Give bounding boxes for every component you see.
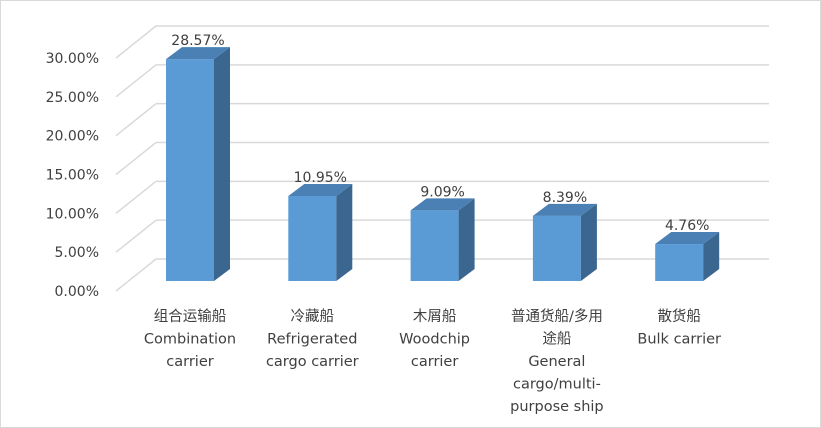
gridline-diagonal — [115, 180, 157, 214]
bar-front — [166, 59, 214, 281]
bar-front — [288, 195, 337, 281]
y-tick-label: 0.00% — [55, 284, 99, 300]
gridline-diagonal — [115, 219, 157, 253]
bar-top — [288, 183, 353, 196]
gridline-diagonal — [115, 103, 157, 137]
data-label: 28.57% — [171, 33, 224, 49]
bar-side — [214, 47, 230, 281]
bar-side — [580, 203, 597, 281]
x-category-label: cargo/multi- — [513, 377, 601, 393]
data-label: 8.39% — [543, 190, 587, 206]
x-category-label: cargo carrier — [266, 354, 359, 370]
bar-top — [655, 232, 720, 245]
data-label: 4.76% — [665, 218, 709, 234]
bar-front — [655, 244, 704, 281]
y-tick-label: 10.00% — [46, 206, 99, 222]
x-category-label: carrier — [411, 354, 458, 370]
x-category-label: 冷藏船 — [291, 308, 335, 325]
x-category-label: General — [528, 354, 585, 370]
y-tick-label: 15.00% — [46, 168, 99, 184]
bar-side — [336, 183, 353, 281]
bar-top — [410, 198, 475, 211]
bar-side — [703, 232, 720, 281]
x-category-label: Bulk carrier — [637, 332, 721, 348]
bar-front — [532, 215, 581, 281]
bar-side — [458, 198, 475, 281]
x-category-label: 散货船 — [657, 308, 701, 325]
gridline-diagonal — [115, 64, 157, 98]
y-tick-label: 30.00% — [46, 51, 99, 67]
x-category-label: purpose ship — [510, 399, 604, 415]
gridline-diagonal — [115, 141, 157, 176]
y-tick-label: 20.00% — [46, 129, 99, 145]
bar-top — [166, 47, 230, 60]
bar-front — [410, 210, 459, 281]
data-label: 9.09% — [420, 184, 464, 200]
x-category-label: Woodchip — [399, 332, 470, 348]
x-category-label: Refrigerated — [267, 332, 357, 348]
x-category-label: 木屑船 — [413, 308, 457, 325]
x-category-label: 途船 — [542, 331, 571, 348]
bar-top — [532, 203, 597, 216]
data-label: 10.95% — [294, 170, 347, 186]
x-category-label: 组合运输船 — [154, 308, 227, 325]
gridline-diagonal — [115, 258, 157, 292]
gridline-diagonal — [115, 25, 157, 59]
x-category-label: Combination — [144, 332, 236, 348]
x-category-label: 普通货船/多用 — [511, 308, 603, 325]
y-tick-label: 25.00% — [46, 90, 99, 106]
x-category-label: carrier — [166, 354, 213, 370]
y-tick-label: 5.00% — [55, 245, 99, 261]
